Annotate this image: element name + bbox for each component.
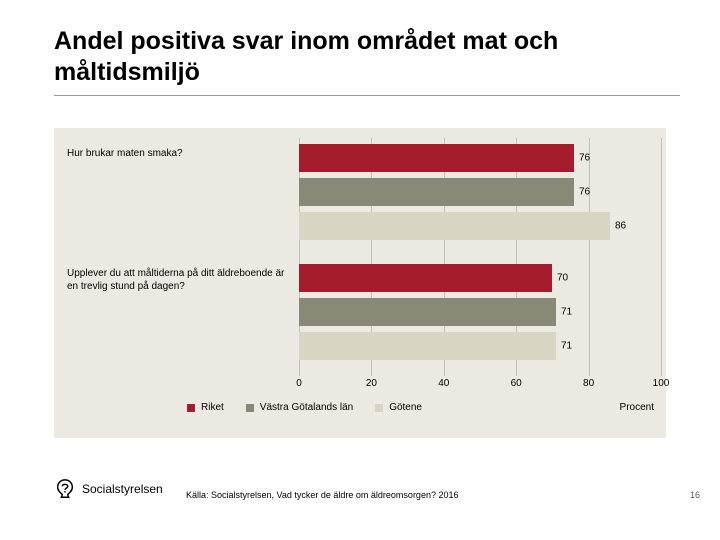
chart-plot: Hur brukar maten smaka? 76 76 86 Uppleve… bbox=[59, 138, 661, 376]
xtick: 80 bbox=[583, 378, 594, 389]
logo: Socialstyrelsen bbox=[54, 478, 163, 500]
bar-vastra: 76 bbox=[299, 178, 574, 206]
bar-gotene: 71 bbox=[299, 332, 556, 360]
xtick: 40 bbox=[438, 378, 449, 389]
bar-value: 71 bbox=[561, 341, 572, 352]
chart-legend: Riket Västra Götalands län Götene bbox=[187, 402, 422, 413]
category-label: Upplever du att måltiderna på ditt äldre… bbox=[67, 268, 292, 293]
bar-riket: 76 bbox=[299, 144, 574, 172]
logo-text: Socialstyrelsen bbox=[82, 482, 163, 496]
xtick: 20 bbox=[366, 378, 377, 389]
logo-icon bbox=[54, 478, 76, 500]
legend-label: Riket bbox=[201, 402, 224, 413]
bar-riket: 70 bbox=[299, 264, 552, 292]
source-text: Källa: Socialstyrelsen, Vad tycker de äl… bbox=[186, 490, 458, 500]
gridline bbox=[661, 138, 662, 376]
bar-vastra: 71 bbox=[299, 298, 556, 326]
legend-label: Västra Götalands län bbox=[260, 402, 353, 413]
legend-label: Götene bbox=[389, 402, 422, 413]
bar-value: 86 bbox=[615, 221, 626, 232]
category-label: Hur brukar maten smaka? bbox=[67, 148, 292, 161]
bar-value: 70 bbox=[557, 273, 568, 284]
gridline bbox=[589, 138, 590, 376]
page-title: Andel positiva svar inom området mat och… bbox=[54, 26, 680, 96]
chart-area: Hur brukar maten smaka? 76 76 86 Uppleve… bbox=[54, 128, 666, 438]
xtick: 0 bbox=[296, 378, 302, 389]
legend-swatch-gotene bbox=[375, 404, 383, 412]
bar-value: 76 bbox=[579, 187, 590, 198]
bar-value: 76 bbox=[579, 153, 590, 164]
page-number: 16 bbox=[690, 490, 700, 500]
legend-swatch-vastra bbox=[246, 404, 254, 412]
xtick: 100 bbox=[653, 378, 670, 389]
bar-value: 71 bbox=[561, 307, 572, 318]
x-axis: 0 20 40 60 80 100 bbox=[299, 378, 661, 396]
x-axis-label: Procent bbox=[620, 402, 654, 413]
legend-swatch-riket bbox=[187, 404, 195, 412]
xtick: 60 bbox=[511, 378, 522, 389]
bar-gotene: 86 bbox=[299, 212, 610, 240]
